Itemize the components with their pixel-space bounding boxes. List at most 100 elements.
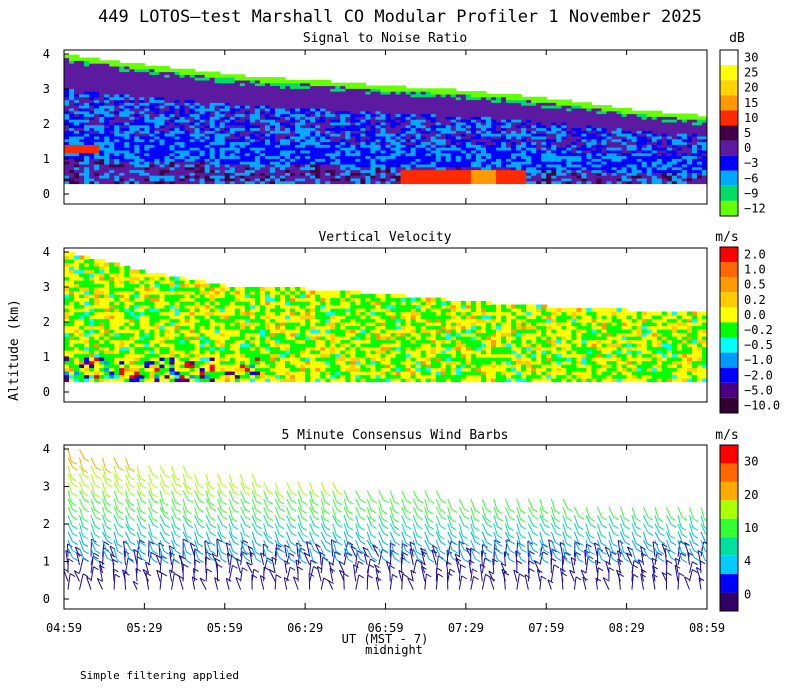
snr-cell — [405, 110, 412, 115]
snr-cell — [571, 169, 577, 173]
snr-cell — [214, 130, 221, 134]
snr-cell — [586, 155, 593, 159]
snr-cell — [129, 138, 135, 143]
snr-cell — [209, 130, 216, 134]
snr-cell — [571, 155, 577, 159]
velocity-cell — [124, 322, 130, 327]
snr-cell — [290, 155, 296, 159]
snr-cell — [470, 119, 477, 123]
velocity-cell — [79, 378, 85, 383]
snr-cell — [571, 163, 577, 168]
snr-cell — [430, 133, 437, 137]
snr-cell — [415, 119, 422, 123]
snr-cell — [194, 175, 201, 179]
snr-cell — [496, 119, 502, 123]
snr-cell — [264, 155, 271, 159]
snr-cell — [69, 141, 75, 145]
snr-cell — [290, 79, 296, 84]
velocity-cell — [74, 378, 80, 383]
snr-cell — [224, 133, 231, 137]
y-tick-label: 4 — [43, 47, 50, 61]
snr-cell — [300, 169, 306, 173]
snr-cell — [360, 149, 367, 154]
snr-cell — [204, 161, 211, 165]
snr-cell — [490, 96, 497, 101]
snr-cell — [345, 169, 351, 173]
snr-cell — [671, 177, 678, 182]
snr-cell — [400, 175, 407, 179]
snr-cell — [99, 85, 105, 89]
snr-cell — [285, 110, 291, 115]
snr-cell — [596, 124, 603, 129]
snr-cell — [460, 149, 467, 154]
snr-cell — [425, 91, 432, 95]
snr-cell — [199, 93, 206, 98]
velocity-cell — [114, 329, 120, 334]
snr-cell — [490, 93, 497, 98]
snr-cell — [315, 93, 321, 98]
snr-cell — [269, 141, 276, 145]
snr-cell — [295, 113, 301, 117]
snr-cell — [440, 121, 447, 126]
snr-cell — [370, 158, 377, 162]
snr-cell — [199, 172, 206, 176]
snr-cell — [445, 147, 452, 151]
snr-cell — [400, 116, 407, 120]
snr-cell — [400, 93, 407, 98]
snr-cell — [79, 57, 85, 61]
snr-cell — [149, 163, 156, 168]
snr-cell — [330, 175, 336, 179]
snr-cell — [189, 144, 196, 148]
snr-cell — [440, 172, 447, 176]
snr-cell — [300, 180, 306, 185]
snr-cell — [651, 161, 658, 165]
velocity-cell — [84, 378, 90, 383]
snr-cell — [274, 163, 281, 168]
snr-cell — [179, 138, 186, 143]
snr-cell — [74, 102, 80, 106]
snr-cell — [601, 105, 608, 109]
velocity-cell — [74, 374, 80, 379]
snr-cell — [571, 141, 577, 145]
snr-cell — [536, 163, 542, 168]
velocity-cell — [89, 343, 95, 348]
snr-cell — [325, 99, 331, 103]
snr-cell — [295, 177, 301, 182]
snr-cell — [219, 180, 226, 185]
snr-cell — [646, 133, 653, 137]
snr-cell — [99, 166, 105, 171]
snr-cell — [300, 135, 306, 140]
snr-cell — [300, 93, 306, 98]
snr-cell — [601, 177, 608, 182]
snr-cell — [64, 60, 70, 64]
snr-cell — [224, 144, 231, 148]
snr-cell — [89, 113, 95, 117]
snr-cell — [656, 138, 663, 143]
velocity-title: Vertical Velocity — [318, 230, 451, 245]
velocity-cell — [104, 325, 110, 330]
snr-cell — [159, 96, 166, 101]
snr-cell — [114, 175, 120, 179]
snr-cell — [385, 163, 392, 168]
snr-cell — [666, 175, 673, 179]
snr-cell — [249, 124, 256, 129]
snr-cell — [646, 149, 653, 154]
snr-cell — [470, 113, 477, 117]
snr-cell — [290, 102, 296, 106]
snr-cell — [340, 96, 346, 101]
snr-cell — [325, 155, 331, 159]
snr-cell — [109, 74, 115, 78]
snr-cell — [239, 121, 246, 126]
snr-cell — [94, 93, 100, 98]
snr-cell — [616, 144, 623, 148]
snr-cell — [340, 152, 346, 157]
snr-cell — [501, 144, 507, 148]
snr-cell — [365, 91, 372, 95]
snr-cell — [234, 177, 241, 182]
snr-cell — [571, 127, 577, 131]
snr-cell — [74, 63, 80, 67]
snr-cell — [496, 147, 502, 151]
snr-cell — [285, 169, 291, 173]
snr-cell — [320, 116, 326, 120]
snr-cell — [365, 147, 372, 151]
